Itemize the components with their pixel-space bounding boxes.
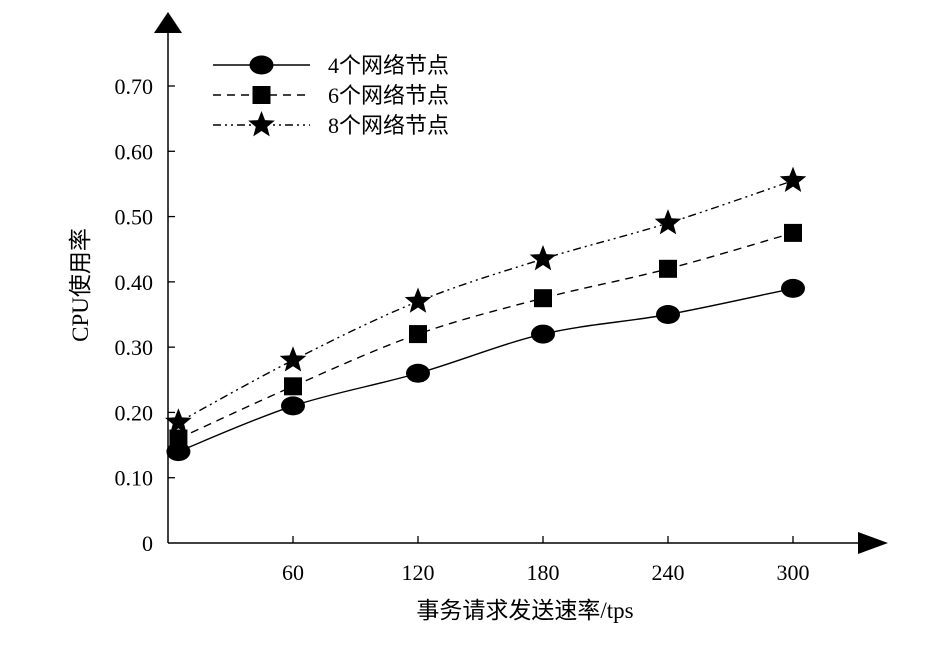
y-axis-arrow	[154, 12, 182, 33]
data-point	[279, 346, 307, 372]
y-axis-title: CPU使用率	[68, 228, 93, 342]
legend-marker	[249, 55, 274, 75]
x-tick-label: 240	[652, 560, 685, 585]
series-2	[169, 223, 802, 448]
x-axis-title: 事务请求发送速率/tps	[416, 598, 633, 623]
legend-marker	[248, 111, 275, 137]
data-point	[404, 287, 432, 313]
y-tick-label: 0	[142, 531, 153, 556]
series-line	[178, 232, 794, 440]
data-point	[654, 209, 682, 235]
series-line	[178, 287, 794, 453]
legend-item: 8个网络节点	[213, 111, 449, 138]
legend-label: 4个网络节点	[328, 53, 449, 78]
y-tick-label: 0.50	[115, 205, 154, 230]
x-tick-label: 180	[527, 560, 560, 585]
legend-item: 4个网络节点	[213, 53, 449, 78]
data-point	[169, 429, 188, 448]
data-point	[165, 408, 192, 434]
data-point	[784, 223, 802, 242]
series-1	[166, 278, 805, 462]
y-tick-label: 0.70	[115, 74, 154, 99]
data-point	[281, 396, 305, 416]
y-tick-label: 0.60	[115, 139, 154, 164]
series-3	[165, 166, 807, 434]
data-point	[531, 324, 555, 344]
legend-label: 8个网络节点	[328, 113, 449, 138]
data-point	[781, 278, 805, 298]
data-point	[406, 363, 430, 383]
x-axis-arrow	[858, 532, 888, 554]
x-tick-label: 120	[402, 560, 435, 585]
axes: 0 0.10 0.20 0.30 0.40 0.50 0.60 0.70 60 120 180 240…	[115, 12, 888, 585]
legend-label: 6个网络节点	[328, 83, 449, 108]
y-tick-label: 0.40	[115, 270, 154, 295]
data-point	[534, 289, 552, 308]
data-point	[656, 305, 680, 324]
legend-item: 6个网络节点	[213, 83, 449, 108]
legend-marker	[252, 86, 271, 104]
data-point	[779, 166, 807, 192]
data-point	[409, 325, 427, 344]
x-tick-label: 60	[282, 560, 304, 585]
series-group	[165, 166, 807, 462]
data-point	[529, 245, 557, 271]
x-tick-label: 300	[777, 560, 810, 585]
y-tick-label: 0.20	[115, 400, 154, 425]
legend: 4个网络节点 6个网络节点 8个网络节点	[213, 53, 449, 138]
data-point	[659, 259, 677, 278]
series-line	[178, 180, 794, 423]
y-tick-label: 0.30	[115, 335, 154, 360]
data-point	[284, 377, 302, 396]
y-tick-label: 0.10	[115, 466, 154, 491]
